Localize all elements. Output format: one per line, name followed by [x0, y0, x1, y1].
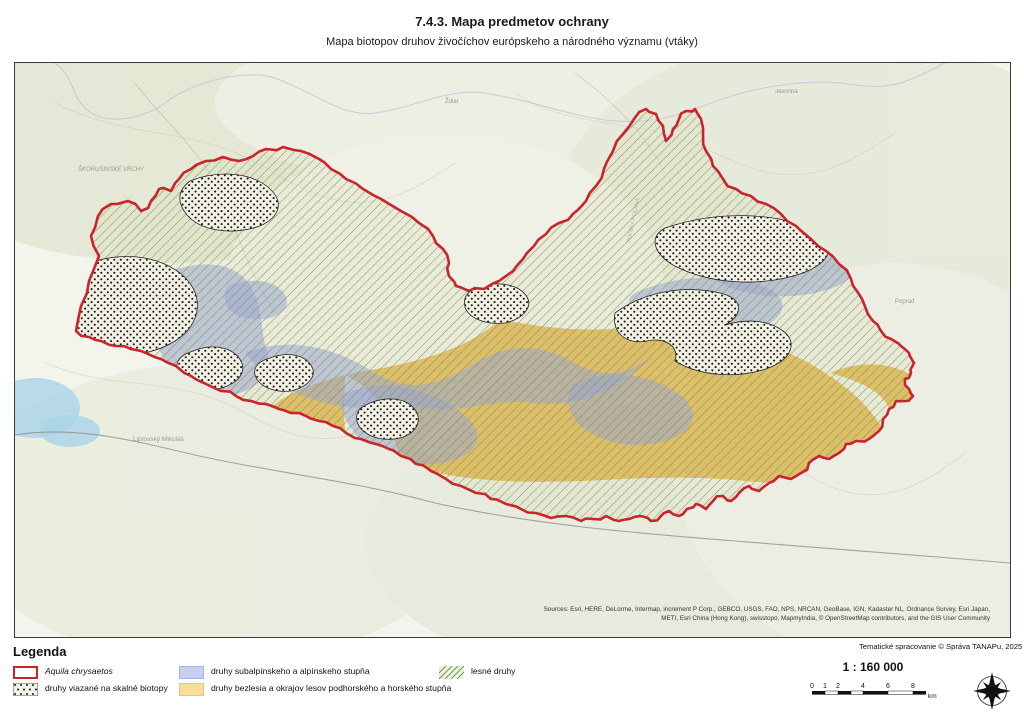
svg-text:Liptovský Mikuláš: Liptovský Mikuláš	[133, 436, 185, 443]
svg-text:Poprad: Poprad	[895, 299, 914, 305]
svg-text:METI, Esri China (Hong Kong),: METI, Esri China (Hong Kong), swisstopo,…	[661, 614, 991, 622]
svg-text:Sources: Esri, HERE, DeLorme,: Sources: Esri, HERE, DeLorme, Intermap, …	[544, 606, 991, 613]
svg-text:1 : 160 000: 1 : 160 000	[843, 660, 904, 674]
svg-text:ŠKORUŠINSKÉ VRCHY: ŠKORUŠINSKÉ VRCHY	[78, 166, 145, 173]
svg-text:1: 1	[823, 683, 827, 690]
svg-text:4: 4	[861, 683, 865, 690]
svg-text:6: 6	[886, 683, 890, 690]
svg-text:2: 2	[836, 683, 840, 690]
svg-text:0: 0	[810, 683, 814, 690]
svg-text:8: 8	[911, 683, 915, 690]
svg-text:Javorina: Javorina	[775, 89, 798, 95]
svg-text:km: km	[928, 693, 937, 698]
svg-text:Ždiar: Ždiar	[445, 97, 459, 105]
